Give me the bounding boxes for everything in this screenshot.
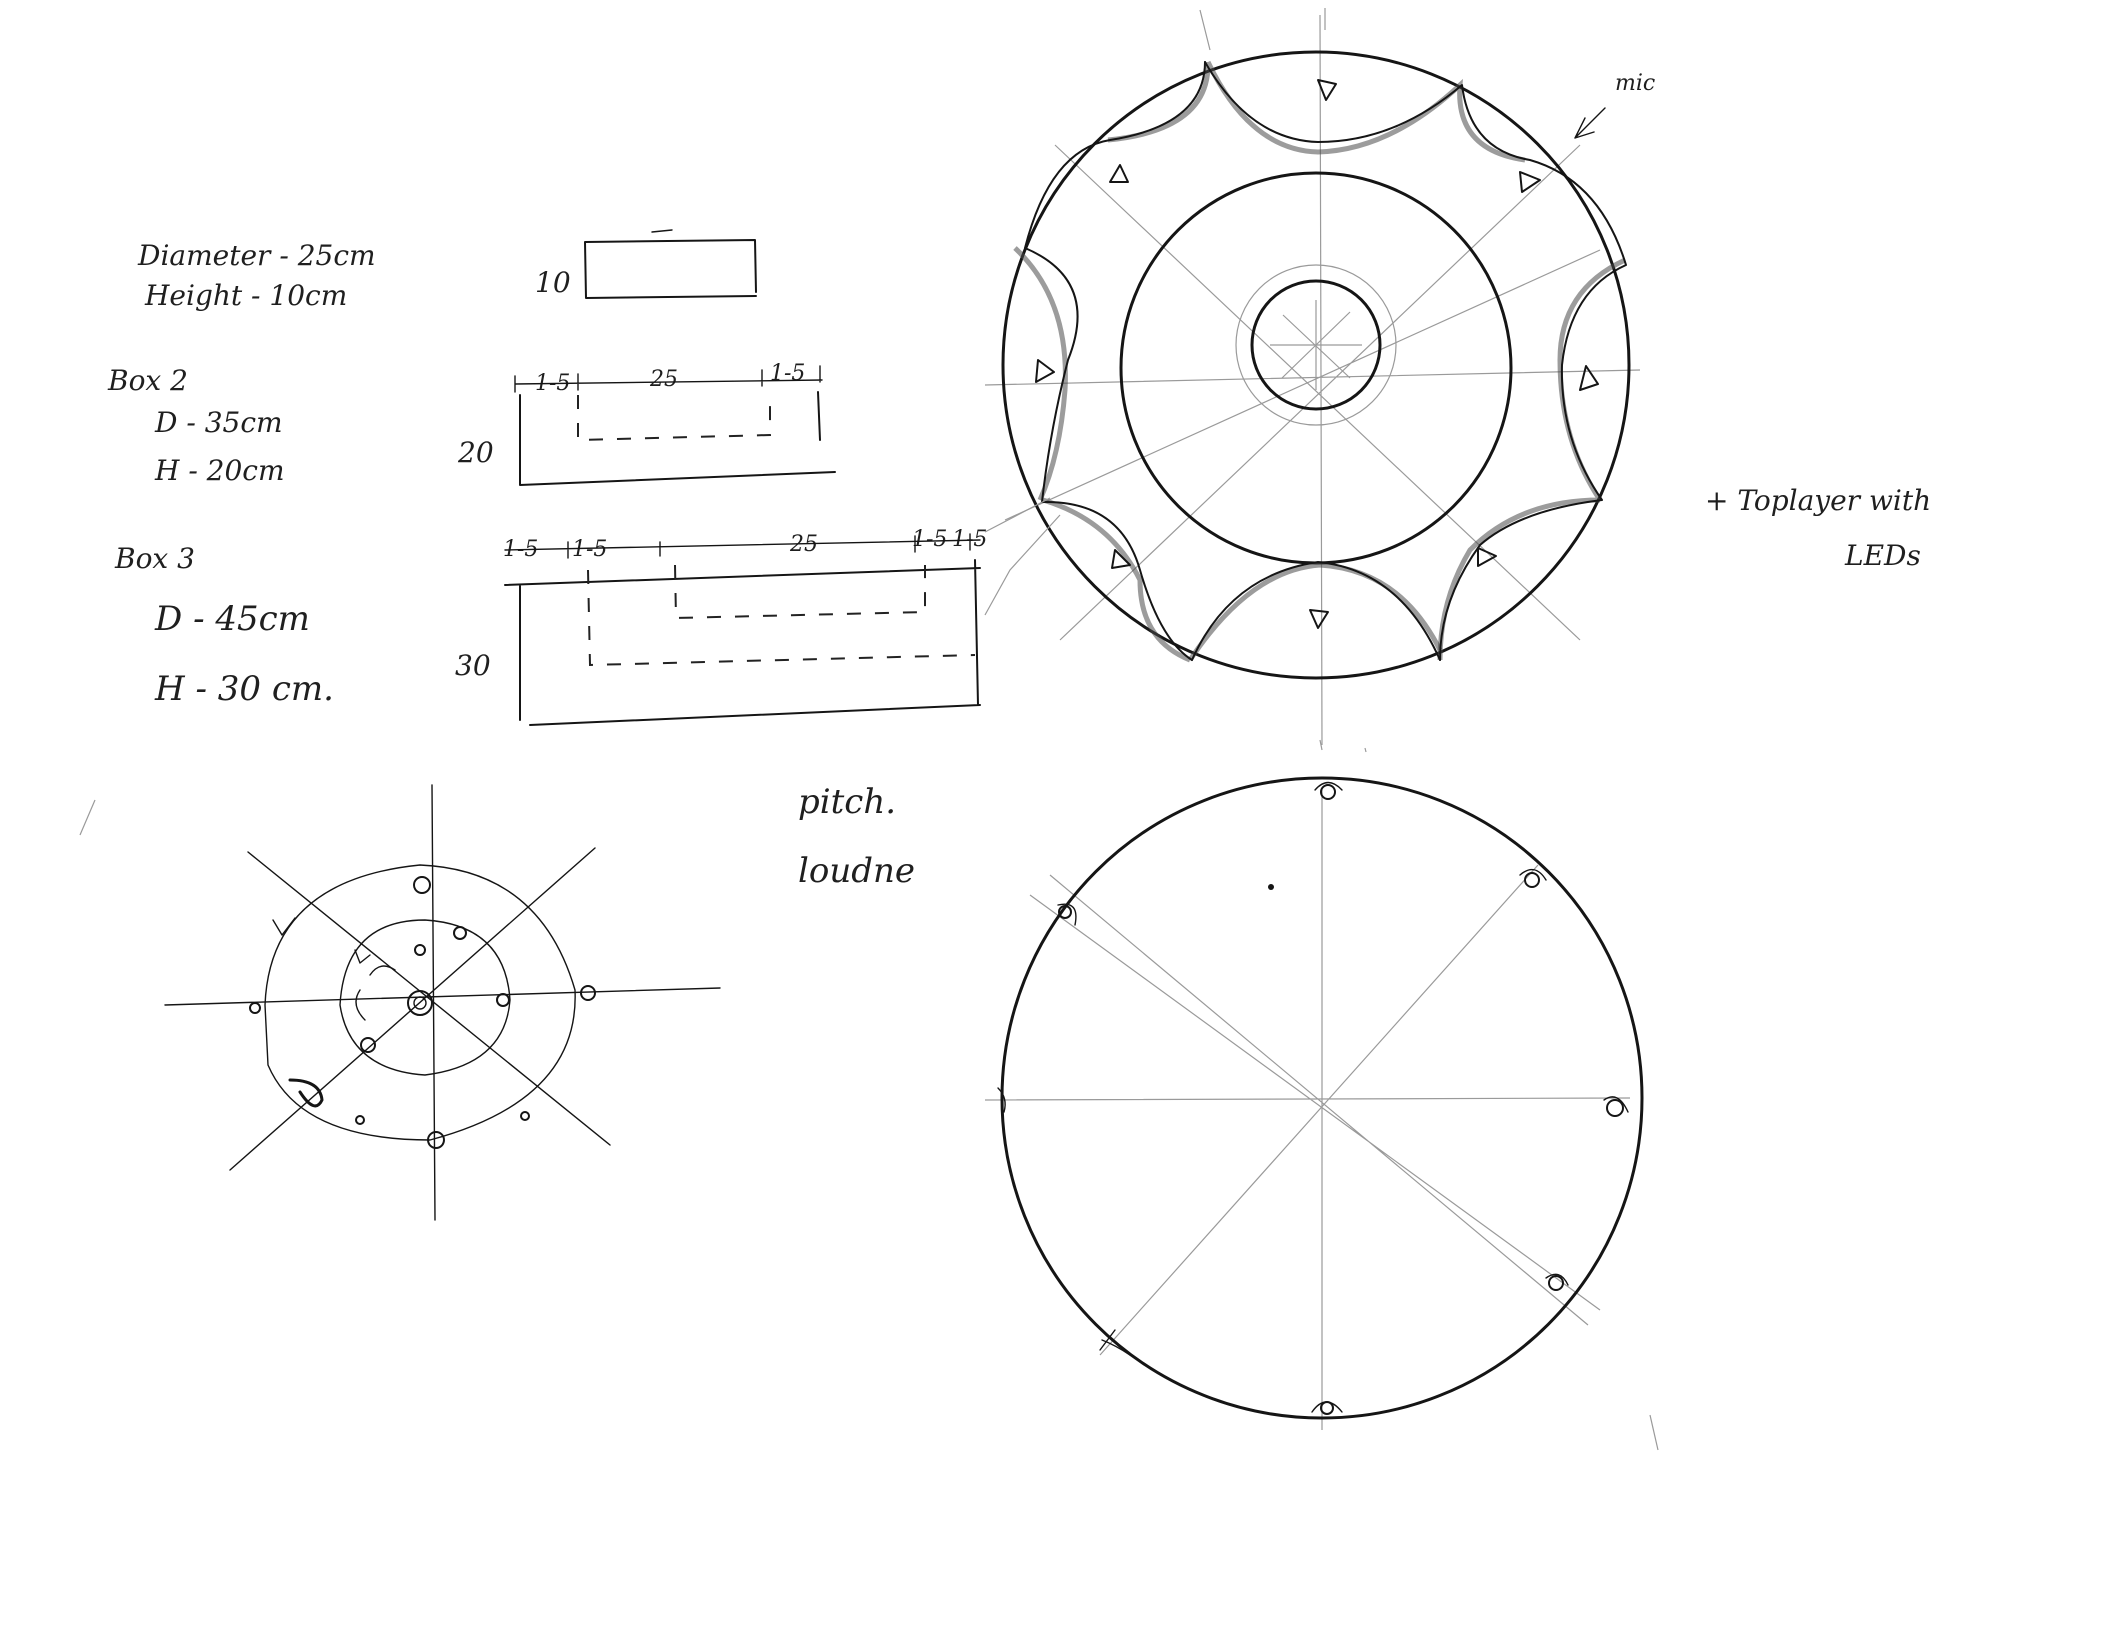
- box1-diameter: Diameter - 25cm: [137, 239, 376, 272]
- box1-notes: Diameter - 25cm Height - 10cm: [137, 239, 376, 312]
- box2-notes: Box 2 D - 35cm H - 20cm: [107, 364, 285, 487]
- box1-side-view: 10: [535, 229, 757, 299]
- box3-top-dim-2: 1-5: [572, 537, 607, 562]
- led-triangle-icon: [1035, 359, 1055, 383]
- box3-top-dim-4: 1-5: [912, 527, 947, 552]
- outer-ring: [1001, 50, 1631, 680]
- box2-top-dim-mid: 25: [649, 367, 678, 392]
- sensor-marker: [1548, 1275, 1564, 1291]
- sensor-marker: [1606, 1099, 1624, 1117]
- led-triangle-icon: [1519, 171, 1541, 193]
- led-triangle-icon: [1111, 549, 1131, 569]
- box3-side-view: 1-5 1-5 25 1-5 1-5 30: [455, 527, 987, 726]
- scallop-petals: [1013, 60, 1627, 663]
- sensor-marker: [1524, 872, 1540, 888]
- box3-notes: Box 3 D - 45cm H - 30 cm.: [114, 542, 334, 709]
- center-ring: [1250, 279, 1382, 411]
- led-triangle-icon: [1579, 365, 1599, 391]
- mic-callout: mic: [1574, 71, 1655, 139]
- mic-label: mic: [1615, 71, 1655, 96]
- bottom-plan-view: [984, 776, 1659, 1451]
- bottom-circle: [1000, 776, 1644, 1420]
- loudness-label: loudne: [798, 851, 915, 891]
- box3-diameter: D - 45cm: [154, 599, 310, 639]
- box2-side-view: 1-5 25 1-5 20: [457, 361, 836, 486]
- sensor-markers: [997, 781, 1629, 1415]
- led-triangle-icon: [1109, 164, 1129, 183]
- toplayer-note: + Toplayer with LEDs: [1705, 484, 1931, 572]
- top-layer-plan-view: [984, 8, 1641, 746]
- box3-height: H - 30 cm.: [154, 669, 334, 709]
- concentric-sketch: [164, 784, 721, 1221]
- led-triangle-icon: [1477, 547, 1497, 567]
- box2-diameter: D - 35cm: [154, 406, 283, 439]
- toplayer-note-line2: LEDs: [1844, 539, 1921, 572]
- toplayer-note-line1: + Toplayer with: [1705, 484, 1931, 517]
- sensor-marker: [1058, 905, 1072, 919]
- led-triangle-icon: [1317, 79, 1337, 101]
- box2-title: Box 2: [107, 364, 188, 397]
- box2-height: H - 20cm: [154, 454, 285, 487]
- box3-title: Box 3: [114, 542, 195, 575]
- led-triangle-icon: [1309, 609, 1329, 629]
- box3-height-dim: 30: [455, 649, 491, 682]
- sensor-marker: [1320, 1401, 1334, 1415]
- center-dot: [1268, 884, 1274, 890]
- led-triangles: [1035, 79, 1599, 629]
- pitch-label: pitch.: [798, 782, 896, 822]
- box2-top-dim-right: 1-5: [770, 361, 805, 386]
- box2-height-dim: 20: [457, 436, 494, 469]
- box1-height-dim: 10: [535, 266, 571, 299]
- sensor-marker: [1320, 784, 1336, 800]
- box1-height: Height - 10cm: [144, 279, 347, 312]
